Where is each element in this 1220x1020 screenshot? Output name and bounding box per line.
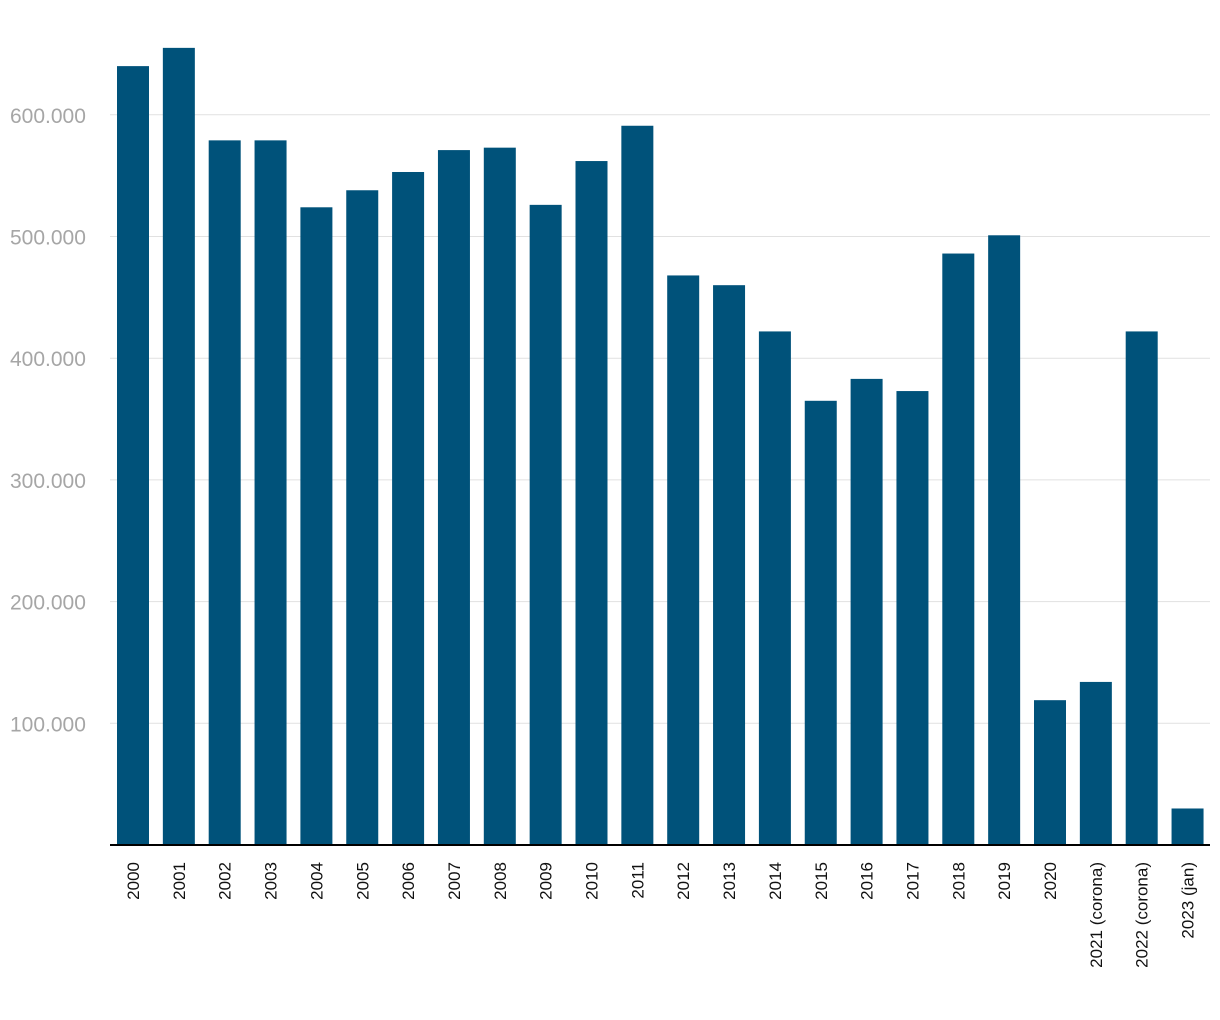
bar-2017: [896, 391, 929, 845]
bar-2020: [1034, 700, 1066, 845]
x-tick-label: 2017: [903, 862, 922, 900]
bar-2007: [437, 150, 470, 845]
bar-2002: [208, 140, 241, 845]
bar-2003: [254, 140, 287, 845]
x-tick-label: 2003: [262, 862, 281, 900]
bar-2006: [392, 171, 425, 845]
bar-2001: [162, 47, 195, 846]
x-tick-label: 2005: [353, 862, 372, 900]
x-tick-label: 2016: [858, 862, 877, 900]
x-tick-label: 2021 (corona): [1087, 862, 1106, 968]
bar-2018: [942, 253, 975, 846]
x-tick-label: 2004: [307, 862, 326, 900]
x-tick-label: 2011: [628, 862, 647, 899]
x-tick-label: 2019: [995, 862, 1014, 900]
x-tick-label: 2018: [949, 862, 968, 900]
x-tick-label: 2013: [720, 862, 739, 900]
x-tick-label: 2002: [216, 862, 235, 900]
bar-2010: [575, 161, 608, 845]
x-tick-label: 2009: [537, 862, 556, 900]
x-tick-label: 2006: [399, 862, 418, 900]
x-tick-label: 2010: [583, 862, 602, 900]
y-tick-label: 600.000: [10, 105, 86, 128]
x-tick-label: 2012: [674, 862, 693, 900]
bar-2013: [713, 285, 746, 845]
bar-2004: [300, 207, 333, 846]
bar-2022-corona: [1125, 331, 1158, 845]
x-tick-label: 2007: [445, 862, 464, 900]
x-tick-label: 2014: [766, 862, 785, 900]
bar-2023-jan: [1171, 808, 1204, 845]
bars: [117, 47, 1204, 846]
y-tick-label: 200.000: [10, 592, 86, 615]
bar-2021-corona: [1079, 681, 1112, 845]
y-tick-label: 400.000: [10, 348, 86, 371]
y-tick-label: 500.000: [10, 227, 86, 250]
y-tick-label: 300.000: [10, 470, 86, 493]
bar-2009: [529, 204, 562, 845]
grid-lines: [110, 114, 1210, 724]
x-tick-label: 2022 (corona): [1133, 862, 1152, 968]
bar-2019: [988, 235, 1021, 845]
x-tick-label: 2001: [170, 862, 189, 900]
x-tick-label: 2000: [124, 862, 143, 900]
bar-2008: [483, 147, 516, 845]
bar-2000: [117, 66, 149, 846]
y-tick-label: 100.000: [10, 713, 86, 736]
bar-2012: [667, 275, 700, 846]
y-axis-labels: 100.000 200.000 300.000 400.000 500.000 600.0…: [10, 105, 86, 736]
x-axis-labels: 2000 2001 2002 2003 2004 2005 2006 2007 2008 2009…: [124, 862, 1198, 968]
bar-2005: [346, 190, 379, 845]
x-tick-label: 2008: [491, 862, 510, 900]
x-tick-label: 2020: [1041, 862, 1060, 900]
x-tick-label: 2015: [812, 862, 831, 900]
bar-2016: [850, 378, 883, 845]
x-tick-label: 2023 (jan): [1179, 862, 1198, 939]
bar-2015: [804, 400, 837, 845]
bar-2011: [621, 125, 654, 846]
bar-2014: [758, 331, 791, 845]
